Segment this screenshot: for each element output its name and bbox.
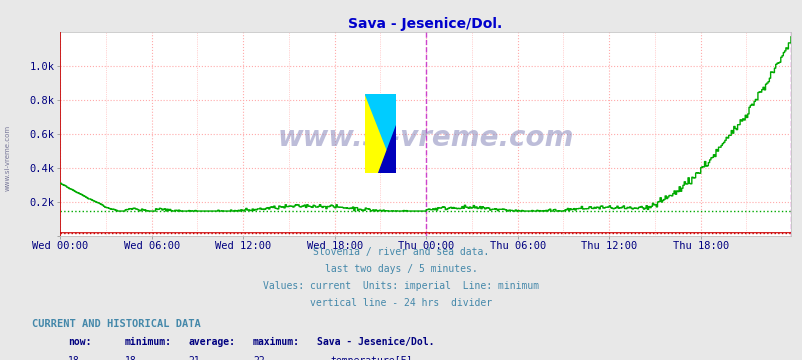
Text: 18: 18 <box>68 356 80 360</box>
Polygon shape <box>365 94 395 173</box>
Text: Values: current  Units: imperial  Line: minimum: Values: current Units: imperial Line: mi… <box>263 281 539 291</box>
Text: 21: 21 <box>188 356 200 360</box>
Text: last two days / 5 minutes.: last two days / 5 minutes. <box>325 264 477 274</box>
Text: average:: average: <box>188 337 236 347</box>
Polygon shape <box>377 125 395 173</box>
Title: Sava - Jesenice/Dol.: Sava - Jesenice/Dol. <box>348 17 502 31</box>
Text: CURRENT AND HISTORICAL DATA: CURRENT AND HISTORICAL DATA <box>32 319 200 329</box>
Text: Sava - Jesenice/Dol.: Sava - Jesenice/Dol. <box>317 337 434 347</box>
Text: www.si-vreme.com: www.si-vreme.com <box>5 125 11 192</box>
Text: 22: 22 <box>253 356 265 360</box>
Polygon shape <box>365 94 395 173</box>
Text: minimum:: minimum: <box>124 337 172 347</box>
Text: Slovenia / river and sea data.: Slovenia / river and sea data. <box>313 247 489 257</box>
Text: temperature[F]: temperature[F] <box>330 356 411 360</box>
Text: www.si-vreme.com: www.si-vreme.com <box>277 124 573 152</box>
Text: now:: now: <box>68 337 91 347</box>
Text: maximum:: maximum: <box>253 337 300 347</box>
Text: vertical line - 24 hrs  divider: vertical line - 24 hrs divider <box>310 298 492 309</box>
Text: 18: 18 <box>124 356 136 360</box>
